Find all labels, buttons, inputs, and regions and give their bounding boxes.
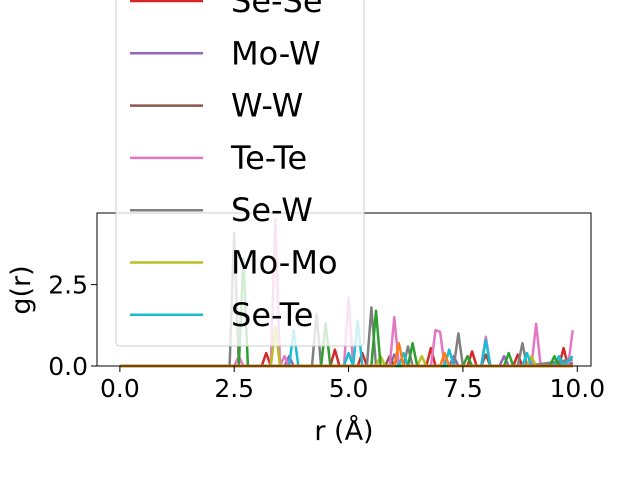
legend-label-se-se: Se-Se — [231, 0, 323, 20]
legend-label-se-te: Se-Te — [231, 296, 313, 334]
y-tick-label: 0.0 — [48, 352, 88, 381]
legend-label-se-w: Se-W — [231, 191, 313, 229]
x-axis-label: r (Å) — [314, 415, 373, 447]
legend-label-w-w: W-W — [231, 87, 303, 125]
legend-label-mo-w: Mo-W — [231, 34, 321, 72]
y-axis-ticks: 0.0 2.5 — [48, 271, 97, 381]
y-axis-label: g(r) — [6, 265, 37, 314]
legend-label-mo-mo: Mo-Mo — [231, 244, 338, 282]
x-tick-label: 2.5 — [214, 374, 254, 403]
legend: Se-Se Mo-W W-W Te-Te Se-W Mo-Mo Se-Te — [115, 0, 365, 347]
x-tick-label: 7.5 — [443, 374, 483, 403]
x-tick-label: 0.0 — [100, 374, 140, 403]
x-tick-label: 5.0 — [329, 374, 369, 403]
y-tick-label: 2.5 — [48, 271, 88, 300]
legend-frame — [115, 0, 365, 347]
x-tick-label: 10.0 — [549, 374, 605, 403]
x-axis-ticks: 0.0 2.5 5.0 7.5 10.0 — [100, 366, 605, 403]
legend-label-te-te: Te-Te — [230, 139, 307, 177]
